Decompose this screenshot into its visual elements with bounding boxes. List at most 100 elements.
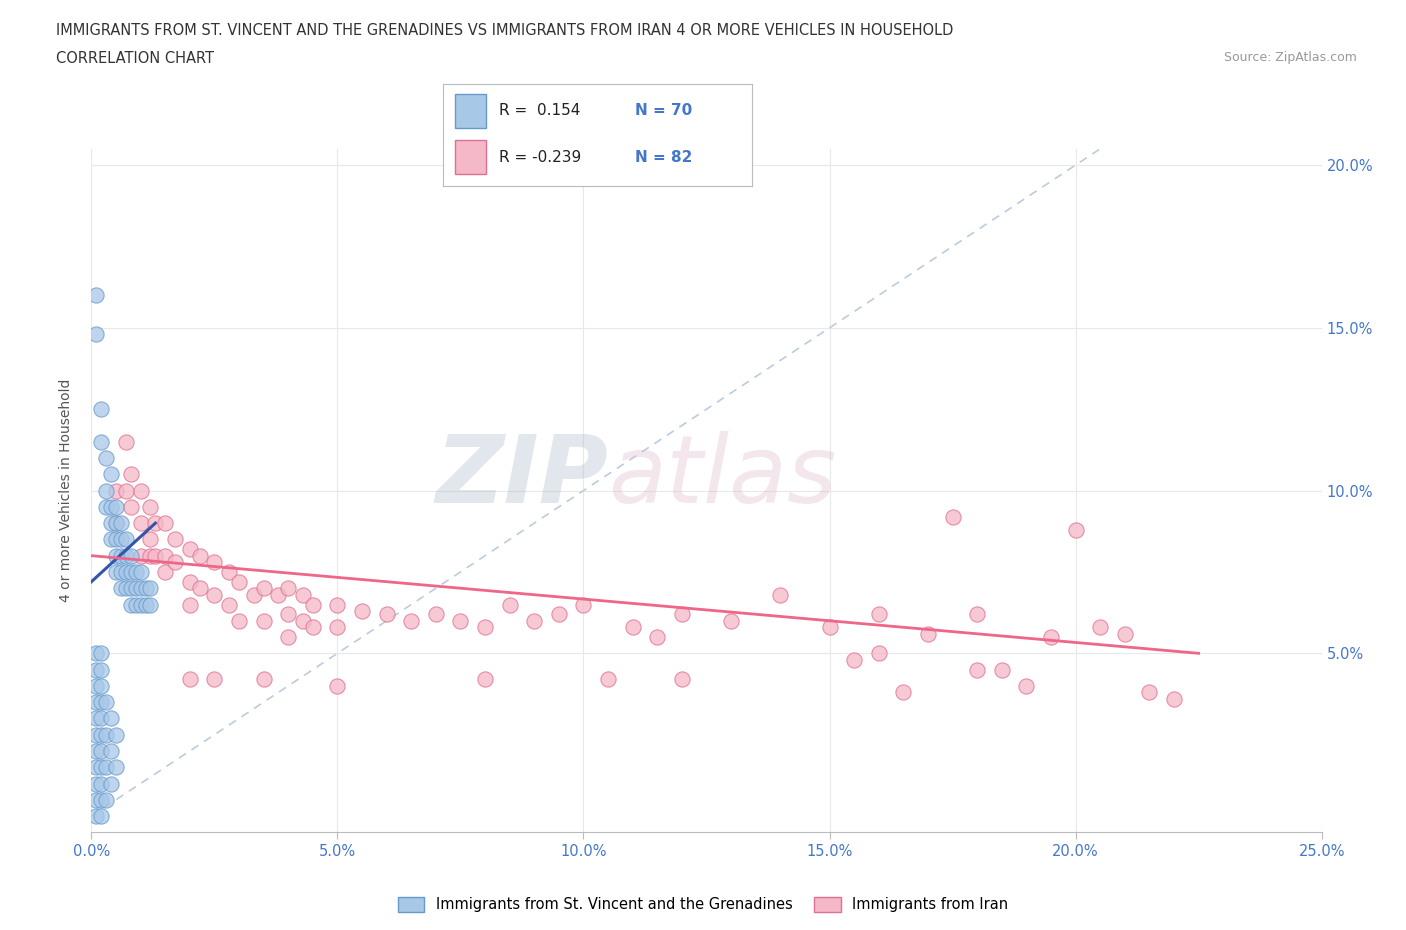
Point	[129, 516, 152, 531]
Point	[202, 555, 225, 570]
Text: N = 70: N = 70	[634, 103, 692, 118]
Point	[100, 776, 122, 790]
Point	[100, 516, 122, 531]
Point	[100, 499, 122, 514]
Point	[352, 604, 374, 618]
Point	[100, 744, 122, 759]
Point	[474, 620, 496, 635]
Point	[96, 727, 117, 742]
Point	[139, 597, 162, 612]
Point	[253, 672, 276, 687]
Point	[228, 575, 250, 590]
Point	[86, 727, 108, 742]
Point	[86, 646, 108, 661]
Point	[135, 597, 156, 612]
Point	[90, 760, 112, 775]
Point	[966, 662, 988, 677]
Point	[990, 662, 1012, 677]
Point	[474, 672, 496, 687]
Point	[179, 542, 201, 557]
Point	[966, 607, 988, 622]
Point	[267, 588, 290, 603]
Point	[90, 662, 112, 677]
Point	[449, 614, 471, 629]
Point	[1015, 679, 1038, 694]
Point	[90, 776, 112, 790]
Point	[1163, 692, 1185, 707]
Point	[139, 549, 162, 564]
Point	[645, 630, 669, 644]
Point	[547, 607, 569, 622]
Point	[1114, 627, 1136, 642]
Point	[100, 532, 122, 547]
Point	[110, 565, 132, 579]
Point	[498, 597, 520, 612]
Point	[163, 532, 186, 547]
Point	[90, 402, 112, 417]
Point	[179, 597, 201, 612]
Point	[105, 484, 127, 498]
Point	[572, 597, 595, 612]
Point	[129, 549, 152, 564]
Point	[425, 607, 447, 622]
Point	[86, 744, 108, 759]
Point	[202, 588, 225, 603]
Point	[891, 685, 914, 700]
Point	[242, 588, 264, 603]
Point	[124, 597, 146, 612]
Point	[277, 607, 299, 622]
Point	[596, 672, 619, 687]
Point	[114, 434, 138, 449]
Point	[114, 580, 138, 596]
Point	[100, 467, 122, 482]
Point	[96, 484, 117, 498]
Point	[326, 597, 349, 612]
Y-axis label: 4 or more Vehicles in Household: 4 or more Vehicles in Household	[59, 379, 73, 603]
Point	[90, 695, 112, 710]
Point	[1088, 620, 1111, 635]
Legend: Immigrants from St. Vincent and the Grenadines, Immigrants from Iran: Immigrants from St. Vincent and the Gren…	[392, 891, 1014, 918]
Point	[114, 484, 138, 498]
Point	[941, 510, 963, 525]
Point	[188, 580, 211, 596]
Point	[188, 549, 211, 564]
Point	[124, 580, 146, 596]
Point	[110, 532, 132, 547]
Point	[621, 620, 644, 635]
Point	[110, 549, 132, 564]
Point	[1039, 630, 1063, 644]
Point	[110, 516, 132, 531]
Point	[145, 516, 166, 531]
Point	[153, 549, 177, 564]
Point	[105, 516, 127, 531]
Point	[720, 614, 742, 629]
Point	[120, 549, 142, 564]
Point	[671, 607, 693, 622]
Point	[100, 711, 122, 726]
FancyBboxPatch shape	[456, 140, 486, 174]
Text: R = -0.239: R = -0.239	[499, 150, 581, 165]
Point	[129, 597, 152, 612]
Point	[326, 620, 349, 635]
Point	[86, 662, 108, 677]
Point	[291, 588, 314, 603]
Point	[135, 580, 156, 596]
Point	[120, 467, 142, 482]
Point	[277, 630, 299, 644]
Point	[105, 565, 127, 579]
Point	[96, 451, 117, 466]
Point	[96, 792, 117, 807]
Point	[129, 484, 152, 498]
Text: CORRELATION CHART: CORRELATION CHART	[56, 51, 214, 66]
Point	[90, 809, 112, 824]
Point	[86, 711, 108, 726]
Point	[301, 597, 323, 612]
Point	[120, 597, 142, 612]
Point	[139, 580, 162, 596]
Point	[105, 727, 127, 742]
Point	[179, 575, 201, 590]
Point	[114, 549, 138, 564]
Point	[179, 672, 201, 687]
Point	[253, 614, 276, 629]
Point	[868, 646, 890, 661]
